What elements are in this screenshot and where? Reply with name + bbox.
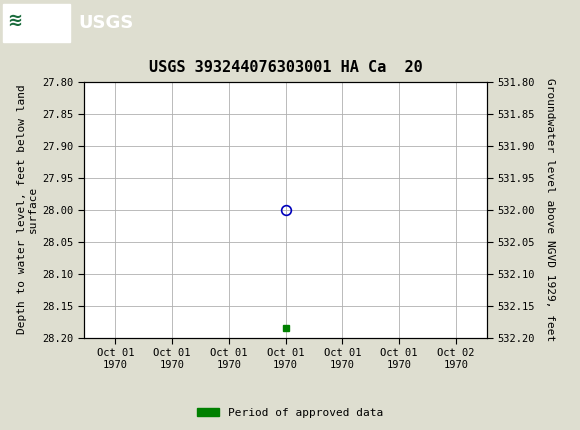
Y-axis label: Groundwater level above NGVD 1929, feet: Groundwater level above NGVD 1929, feet (545, 78, 554, 341)
Text: USGS: USGS (78, 14, 133, 31)
Text: ≋: ≋ (7, 11, 22, 29)
Title: USGS 393244076303001 HA Ca  20: USGS 393244076303001 HA Ca 20 (149, 60, 422, 75)
FancyBboxPatch shape (3, 3, 70, 42)
Legend: Period of approved data: Period of approved data (193, 403, 387, 422)
Y-axis label: Depth to water level, feet below land
surface: Depth to water level, feet below land su… (17, 85, 38, 335)
